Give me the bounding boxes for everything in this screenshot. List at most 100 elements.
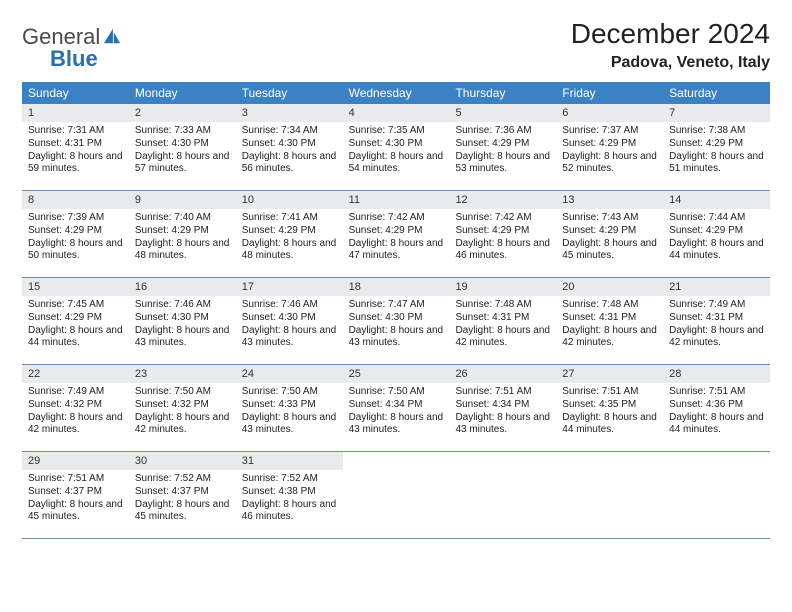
sunset-text: Sunset: 4:31 PM [455, 312, 550, 325]
day-body: Sunrise: 7:44 AMSunset: 4:29 PMDaylight:… [663, 209, 770, 267]
daylight-text: Daylight: 8 hours and 42 minutes. [135, 412, 230, 438]
day-body: Sunrise: 7:39 AMSunset: 4:29 PMDaylight:… [22, 209, 129, 267]
sunrise-text: Sunrise: 7:49 AM [28, 386, 123, 399]
day-cell: 3Sunrise: 7:34 AMSunset: 4:30 PMDaylight… [236, 104, 343, 190]
day-body: Sunrise: 7:42 AMSunset: 4:29 PMDaylight:… [343, 209, 450, 267]
day-body: Sunrise: 7:52 AMSunset: 4:38 PMDaylight:… [236, 470, 343, 528]
day-number: 7 [663, 104, 770, 122]
sunset-text: Sunset: 4:29 PM [242, 225, 337, 238]
day-number: 4 [343, 104, 450, 122]
day-body: Sunrise: 7:31 AMSunset: 4:31 PMDaylight:… [22, 122, 129, 180]
day-number: 11 [343, 191, 450, 209]
day-number: 13 [556, 191, 663, 209]
day-number: 25 [343, 365, 450, 383]
day-cell: 2Sunrise: 7:33 AMSunset: 4:30 PMDaylight… [129, 104, 236, 190]
daylight-text: Daylight: 8 hours and 57 minutes. [135, 151, 230, 177]
daylight-text: Daylight: 8 hours and 42 minutes. [562, 325, 657, 351]
daylight-text: Daylight: 8 hours and 43 minutes. [349, 412, 444, 438]
day-body: Sunrise: 7:52 AMSunset: 4:37 PMDaylight:… [129, 470, 236, 528]
weekday-sunday: Sunday [22, 82, 129, 104]
sunrise-text: Sunrise: 7:37 AM [562, 125, 657, 138]
day-cell-empty [663, 452, 770, 538]
day-cell: 27Sunrise: 7:51 AMSunset: 4:35 PMDayligh… [556, 365, 663, 451]
daylight-text: Daylight: 8 hours and 45 minutes. [135, 499, 230, 525]
day-body: Sunrise: 7:50 AMSunset: 4:32 PMDaylight:… [129, 383, 236, 441]
day-number: 14 [663, 191, 770, 209]
daylight-text: Daylight: 8 hours and 45 minutes. [28, 499, 123, 525]
week-row: 15Sunrise: 7:45 AMSunset: 4:29 PMDayligh… [22, 278, 770, 365]
sail-icon [102, 27, 122, 50]
day-number: 23 [129, 365, 236, 383]
day-body: Sunrise: 7:46 AMSunset: 4:30 PMDaylight:… [236, 296, 343, 354]
sunset-text: Sunset: 4:29 PM [135, 225, 230, 238]
daylight-text: Daylight: 8 hours and 54 minutes. [349, 151, 444, 177]
weekday-saturday: Saturday [663, 82, 770, 104]
day-cell: 5Sunrise: 7:36 AMSunset: 4:29 PMDaylight… [449, 104, 556, 190]
weekday-header: SundayMondayTuesdayWednesdayThursdayFrid… [22, 82, 770, 104]
day-body: Sunrise: 7:45 AMSunset: 4:29 PMDaylight:… [22, 296, 129, 354]
sunrise-text: Sunrise: 7:48 AM [562, 299, 657, 312]
day-body: Sunrise: 7:33 AMSunset: 4:30 PMDaylight:… [129, 122, 236, 180]
day-cell: 20Sunrise: 7:48 AMSunset: 4:31 PMDayligh… [556, 278, 663, 364]
sunset-text: Sunset: 4:30 PM [349, 138, 444, 151]
daylight-text: Daylight: 8 hours and 47 minutes. [349, 238, 444, 264]
day-cell: 6Sunrise: 7:37 AMSunset: 4:29 PMDaylight… [556, 104, 663, 190]
day-number: 22 [22, 365, 129, 383]
daylight-text: Daylight: 8 hours and 48 minutes. [242, 238, 337, 264]
sunset-text: Sunset: 4:29 PM [562, 225, 657, 238]
sunset-text: Sunset: 4:30 PM [349, 312, 444, 325]
sunset-text: Sunset: 4:29 PM [562, 138, 657, 151]
day-cell: 28Sunrise: 7:51 AMSunset: 4:36 PMDayligh… [663, 365, 770, 451]
sunrise-text: Sunrise: 7:50 AM [242, 386, 337, 399]
day-cell: 25Sunrise: 7:50 AMSunset: 4:34 PMDayligh… [343, 365, 450, 451]
day-cell-empty [556, 452, 663, 538]
sunrise-text: Sunrise: 7:31 AM [28, 125, 123, 138]
brand-logo: GeneralBlue [22, 18, 122, 72]
sunset-text: Sunset: 4:34 PM [349, 399, 444, 412]
day-number: 17 [236, 278, 343, 296]
day-body: Sunrise: 7:41 AMSunset: 4:29 PMDaylight:… [236, 209, 343, 267]
sunset-text: Sunset: 4:31 PM [28, 138, 123, 151]
week-row: 1Sunrise: 7:31 AMSunset: 4:31 PMDaylight… [22, 104, 770, 191]
day-cell: 21Sunrise: 7:49 AMSunset: 4:31 PMDayligh… [663, 278, 770, 364]
daylight-text: Daylight: 8 hours and 51 minutes. [669, 151, 764, 177]
sunrise-text: Sunrise: 7:36 AM [455, 125, 550, 138]
daylight-text: Daylight: 8 hours and 43 minutes. [349, 325, 444, 351]
day-number: 5 [449, 104, 556, 122]
sunrise-text: Sunrise: 7:34 AM [242, 125, 337, 138]
day-cell: 15Sunrise: 7:45 AMSunset: 4:29 PMDayligh… [22, 278, 129, 364]
location: Padova, Veneto, Italy [571, 54, 770, 72]
day-number: 31 [236, 452, 343, 470]
sunrise-text: Sunrise: 7:33 AM [135, 125, 230, 138]
daylight-text: Daylight: 8 hours and 56 minutes. [242, 151, 337, 177]
sunset-text: Sunset: 4:29 PM [28, 312, 123, 325]
day-number: 3 [236, 104, 343, 122]
day-cell-empty [343, 452, 450, 538]
day-number: 29 [22, 452, 129, 470]
day-body: Sunrise: 7:34 AMSunset: 4:30 PMDaylight:… [236, 122, 343, 180]
day-number: 21 [663, 278, 770, 296]
day-number [449, 452, 556, 458]
daylight-text: Daylight: 8 hours and 53 minutes. [455, 151, 550, 177]
day-number: 28 [663, 365, 770, 383]
weekday-monday: Monday [129, 82, 236, 104]
day-body: Sunrise: 7:50 AMSunset: 4:33 PMDaylight:… [236, 383, 343, 441]
day-cell: 23Sunrise: 7:50 AMSunset: 4:32 PMDayligh… [129, 365, 236, 451]
sunset-text: Sunset: 4:32 PM [135, 399, 230, 412]
day-body: Sunrise: 7:47 AMSunset: 4:30 PMDaylight:… [343, 296, 450, 354]
week-row: 22Sunrise: 7:49 AMSunset: 4:32 PMDayligh… [22, 365, 770, 452]
weekday-thursday: Thursday [449, 82, 556, 104]
sunrise-text: Sunrise: 7:44 AM [669, 212, 764, 225]
daylight-text: Daylight: 8 hours and 44 minutes. [669, 238, 764, 264]
daylight-text: Daylight: 8 hours and 46 minutes. [455, 238, 550, 264]
day-number: 16 [129, 278, 236, 296]
week-row: 29Sunrise: 7:51 AMSunset: 4:37 PMDayligh… [22, 452, 770, 539]
daylight-text: Daylight: 8 hours and 44 minutes. [28, 325, 123, 351]
day-cell-empty [449, 452, 556, 538]
daylight-text: Daylight: 8 hours and 43 minutes. [242, 412, 337, 438]
daylight-text: Daylight: 8 hours and 43 minutes. [242, 325, 337, 351]
daylight-text: Daylight: 8 hours and 43 minutes. [455, 412, 550, 438]
sunrise-text: Sunrise: 7:46 AM [242, 299, 337, 312]
day-cell: 11Sunrise: 7:42 AMSunset: 4:29 PMDayligh… [343, 191, 450, 277]
day-body: Sunrise: 7:49 AMSunset: 4:31 PMDaylight:… [663, 296, 770, 354]
